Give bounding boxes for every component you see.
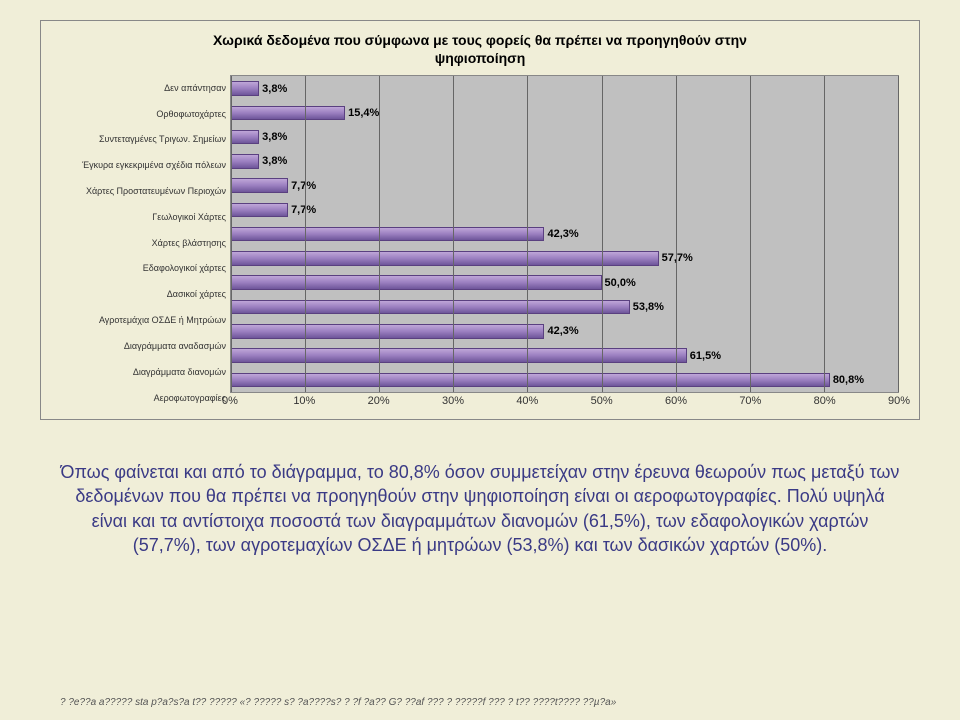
bar-row: 3,8%: [231, 149, 898, 173]
bar: 3,8%: [231, 130, 259, 145]
bar: 61,5%: [231, 348, 687, 363]
category-label: Χάρτες Προστατευμένων Περιοχών: [61, 179, 226, 205]
bar-row: 3,8%: [231, 125, 898, 149]
bar: 57,7%: [231, 251, 659, 266]
bar-value-label: 3,8%: [262, 83, 287, 95]
footer-text: ? ?e??a a????? sta p?a?s?a t?? ????? «? …: [60, 697, 900, 708]
category-label: Εδαφολογικοί χάρτες: [61, 256, 226, 282]
category-label: Ορθοφωτοχάρτες: [61, 101, 226, 127]
x-tick-label: 70%: [739, 395, 761, 407]
bar: 42,3%: [231, 324, 544, 339]
bar-row: 7,7%: [231, 174, 898, 198]
gridline: [676, 76, 677, 392]
bar-value-label: 42,3%: [547, 325, 578, 337]
bar: 7,7%: [231, 178, 288, 193]
bar-value-label: 15,4%: [348, 107, 379, 119]
bar-value-label: 42,3%: [547, 228, 578, 240]
chart-container: Χωρικά δεδομένα που σύμφωνα με τους φορε…: [40, 20, 920, 420]
x-tick-label: 10%: [293, 395, 315, 407]
x-tick-label: 50%: [591, 395, 613, 407]
bar-value-label: 7,7%: [291, 180, 316, 192]
category-label: Χάρτες βλάστησης: [61, 230, 226, 256]
gridline: [750, 76, 751, 392]
x-tick-label: 60%: [665, 395, 687, 407]
bar-row: 53,8%: [231, 295, 898, 319]
bar-value-label: 3,8%: [262, 131, 287, 143]
bar-row: 80,8%: [231, 368, 898, 392]
plot-area: 3,8%15,4%3,8%3,8%7,7%7,7%42,3%57,7%50,0%…: [230, 75, 899, 393]
bar-row: 50,0%: [231, 271, 898, 295]
bar-row: 15,4%: [231, 101, 898, 125]
x-tick-label: 30%: [442, 395, 464, 407]
x-tick-label: 0%: [222, 395, 238, 407]
x-tick-label: 80%: [814, 395, 836, 407]
bar: 15,4%: [231, 106, 345, 121]
category-label: Δεν απάντησαν: [61, 75, 226, 101]
gridline: [305, 76, 306, 392]
bar-row: 57,7%: [231, 246, 898, 270]
bar-value-label: 7,7%: [291, 204, 316, 216]
category-label: Έγκυρα εγκεκριμένα σχέδια πόλεων: [61, 153, 226, 179]
category-label: Αγροτεμάχια ΟΣΔΕ ή Μητρώων: [61, 308, 226, 334]
x-axis: 0%10%20%30%40%50%60%70%80%90%: [230, 393, 899, 411]
bar-value-label: 57,7%: [662, 252, 693, 264]
bar-value-label: 3,8%: [262, 155, 287, 167]
bar-row: 7,7%: [231, 198, 898, 222]
bar: 3,8%: [231, 81, 259, 96]
category-label: Αεροφωτογραφίες: [61, 385, 226, 411]
chart-title: Χωρικά δεδομένα που σύμφωνα με τους φορε…: [61, 31, 899, 67]
description-text: Όπως φαίνεται και από το διάγραμμα, το 8…: [40, 460, 920, 557]
bar-row: 42,3%: [231, 222, 898, 246]
category-label: Δασικοί χάρτες: [61, 282, 226, 308]
gridline: [898, 76, 899, 392]
bar: 50,0%: [231, 275, 602, 290]
gridline: [231, 76, 232, 392]
gridline: [602, 76, 603, 392]
bar-value-label: 80,8%: [833, 374, 864, 386]
category-label: Διαγράμματα διανομών: [61, 359, 226, 385]
bar-value-label: 61,5%: [690, 350, 721, 362]
bar: 80,8%: [231, 373, 830, 388]
category-label: Γεωλογικοί Χάρτες: [61, 204, 226, 230]
bar: 53,8%: [231, 300, 630, 315]
bar-value-label: 53,8%: [633, 301, 664, 313]
gridline: [527, 76, 528, 392]
bar: 3,8%: [231, 154, 259, 169]
bar: 42,3%: [231, 227, 544, 242]
gridline: [453, 76, 454, 392]
y-axis-labels: Δεν απάντησανΟρθοφωτοχάρτεςΣυντεταγμένες…: [61, 75, 230, 411]
bar-row: 3,8%: [231, 76, 898, 100]
x-tick-label: 90%: [888, 395, 910, 407]
bar-value-label: 50,0%: [605, 277, 636, 289]
chart-body: Δεν απάντησανΟρθοφωτοχάρτεςΣυντεταγμένες…: [61, 75, 899, 411]
x-tick-label: 20%: [368, 395, 390, 407]
gridline: [379, 76, 380, 392]
bar: 7,7%: [231, 203, 288, 218]
x-tick-label: 40%: [516, 395, 538, 407]
category-label: Συντεταγμένες Τριγων. Σημείων: [61, 127, 226, 153]
gridline: [824, 76, 825, 392]
category-label: Διαγράμματα αναδασμών: [61, 334, 226, 360]
bar-row: 61,5%: [231, 343, 898, 367]
bar-row: 42,3%: [231, 319, 898, 343]
